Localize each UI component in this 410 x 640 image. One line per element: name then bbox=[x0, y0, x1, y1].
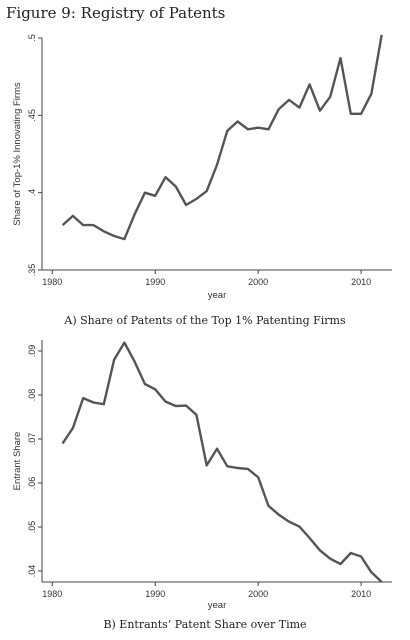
chart-a-y-tick-label: .35 bbox=[27, 264, 37, 277]
chart-a-y-axis-title: Share of Top-1% Innovating Firms bbox=[12, 82, 23, 226]
chart-a-x-ticks: 1980 1990 2000 2010 bbox=[42, 270, 371, 287]
chart-panel-b: .04 .05 .06 .07 .08 .09 1980 1990 2000 2010 Entr… bbox=[0, 336, 410, 636]
chart-b-x-ticks: 1980 1990 2000 2010 bbox=[42, 582, 371, 599]
chart-b-axes bbox=[41, 340, 392, 583]
chart-a-caption: A) Share of Patents of the Top 1% Patent… bbox=[63, 314, 346, 327]
chart-a-x-tick-label: 1990 bbox=[145, 277, 165, 287]
chart-a-y-tick-label: .4 bbox=[27, 189, 37, 197]
chart-b-y-ticks: .04 .05 .06 .07 .08 .09 bbox=[27, 345, 42, 578]
figure-title: Figure 9: Registry of Patents bbox=[6, 4, 226, 22]
chart-a-axes bbox=[41, 38, 392, 271]
chart-b-y-axis-title: Entrant Share bbox=[12, 432, 23, 491]
chart-b-x-tick-label: 1980 bbox=[42, 589, 62, 599]
chart-b-y-tick-label: .04 bbox=[27, 565, 37, 578]
chart-a-y-tick-label: .5 bbox=[27, 34, 37, 42]
chart-b-x-axis-title: year bbox=[208, 600, 226, 611]
chart-b-y-tick-label: .05 bbox=[27, 521, 37, 534]
chart-b-y-tick-label: .07 bbox=[27, 433, 37, 446]
chart-panel-a: .35 .4 .45 .5 1980 1990 2000 2010 Share of Top… bbox=[0, 30, 410, 330]
chart-b-caption: B) Entrants’ Patent Share over Time bbox=[103, 618, 306, 631]
chart-a-svg: .35 .4 .45 .5 1980 1990 2000 2010 Share of Top… bbox=[12, 34, 392, 327]
chart-b-lines bbox=[61, 341, 383, 583]
chart-a-y-ticks: .35 .4 .45 .5 bbox=[27, 34, 42, 276]
chart-a-x-tick-label: 2010 bbox=[351, 277, 371, 287]
chart-b-y-tick-label: .09 bbox=[27, 345, 37, 358]
chart-b-svg: .04 .05 .06 .07 .08 .09 1980 1990 2000 2010 Entr… bbox=[12, 340, 392, 631]
chart-a-lines bbox=[61, 34, 383, 241]
chart-b-x-tick-label: 2000 bbox=[248, 589, 268, 599]
chart-b-y-tick-label: .06 bbox=[27, 477, 37, 490]
chart-a-series-line bbox=[61, 34, 383, 241]
chart-a-x-tick-label: 1980 bbox=[42, 277, 62, 287]
chart-b-x-tick-label: 1990 bbox=[145, 589, 165, 599]
chart-b-series-line bbox=[61, 341, 383, 583]
chart-a-y-tick-label: .45 bbox=[27, 109, 37, 122]
chart-a-x-tick-label: 2000 bbox=[248, 277, 268, 287]
chart-b-x-tick-label: 2010 bbox=[351, 589, 371, 599]
chart-b-y-tick-label: .08 bbox=[27, 389, 37, 402]
chart-a-x-axis-title: year bbox=[208, 290, 226, 301]
